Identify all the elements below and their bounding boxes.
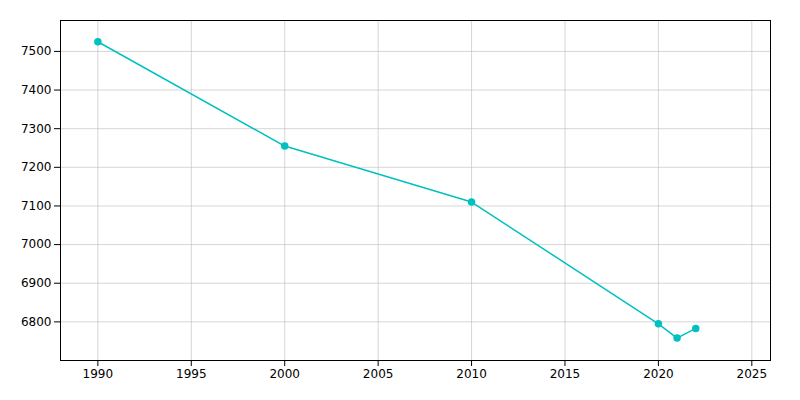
- svg-text:2025: 2025: [737, 367, 768, 381]
- svg-text:2005: 2005: [363, 367, 394, 381]
- svg-text:7500: 7500: [21, 44, 52, 58]
- svg-text:2010: 2010: [456, 367, 487, 381]
- svg-text:7000: 7000: [21, 237, 52, 251]
- svg-text:7200: 7200: [21, 160, 52, 174]
- svg-text:2015: 2015: [550, 367, 581, 381]
- svg-text:2000: 2000: [269, 367, 300, 381]
- svg-text:6900: 6900: [21, 276, 52, 290]
- svg-text:7400: 7400: [21, 83, 52, 97]
- svg-text:7100: 7100: [21, 199, 52, 213]
- svg-text:6800: 6800: [21, 315, 52, 329]
- svg-text:1990: 1990: [83, 367, 114, 381]
- svg-text:1995: 1995: [176, 367, 207, 381]
- svg-text:2020: 2020: [643, 367, 674, 381]
- svg-text:7300: 7300: [21, 122, 52, 136]
